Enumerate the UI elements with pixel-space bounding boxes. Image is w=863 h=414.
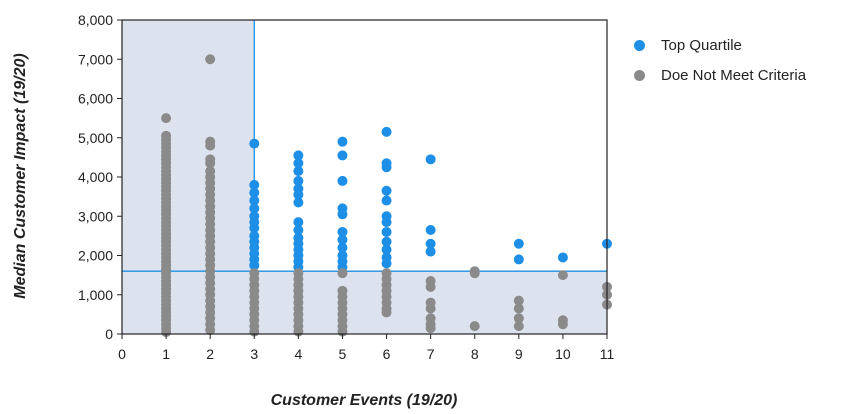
- y-axis-ticks: 0 1,000 2,000 3,000 4,000 5,000 6,000 7,000 8,00…: [78, 12, 122, 342]
- x-tick-label: 4: [294, 346, 302, 362]
- y-tick-label: 8,000: [78, 12, 113, 28]
- data-point-not-meet-criteria: [425, 281, 436, 292]
- data-point-top-quartile: [293, 175, 304, 186]
- data-point-top-quartile: [293, 150, 304, 161]
- data-point-not-meet-criteria: [337, 268, 348, 279]
- x-tick-label: 3: [250, 346, 258, 362]
- data-point-top-quartile: [381, 244, 392, 255]
- data-point-top-quartile: [337, 242, 348, 253]
- x-tick-label: 6: [383, 346, 391, 362]
- data-point-top-quartile: [337, 234, 348, 245]
- data-point-top-quartile: [293, 217, 304, 228]
- data-point-not-meet-criteria: [513, 321, 524, 332]
- data-point-top-quartile: [337, 175, 348, 186]
- data-point-top-quartile: [381, 195, 392, 206]
- data-point-top-quartile: [381, 236, 392, 247]
- data-point-not-meet-criteria: [557, 319, 568, 330]
- data-point-not-meet-criteria: [425, 303, 436, 314]
- data-point-not-meet-criteria: [513, 303, 524, 314]
- data-point-not-meet-criteria: [557, 270, 568, 281]
- y-tick-label: 3,000: [78, 208, 113, 224]
- data-point-top-quartile: [381, 162, 392, 173]
- data-point-top-quartile: [293, 189, 304, 200]
- data-point-top-quartile: [381, 217, 392, 228]
- data-point-not-meet-criteria: [469, 321, 480, 332]
- data-point-top-quartile: [381, 126, 392, 137]
- data-point-top-quartile: [337, 209, 348, 220]
- x-tick-label: 2: [206, 346, 214, 362]
- data-point-not-meet-criteria: [513, 295, 524, 306]
- x-tick-label: 9: [515, 346, 523, 362]
- legend-label: Top Quartile: [661, 36, 742, 54]
- data-point-top-quartile: [249, 195, 260, 206]
- legend-item-top-quartile: Top Quartile: [634, 30, 806, 60]
- data-point-top-quartile: [381, 185, 392, 196]
- data-point-top-quartile: [249, 187, 260, 198]
- legend-dot-icon: [634, 39, 645, 51]
- shaded-region-low-events: [122, 20, 255, 334]
- y-axis-title: Median Customer Impact (19/20): [12, 53, 29, 298]
- x-tick-label: 0: [118, 346, 126, 362]
- data-point-not-meet-criteria: [381, 307, 392, 318]
- y-tick-label: 5,000: [78, 130, 113, 146]
- legend-label: Doe Not Meet Criteria: [661, 66, 807, 84]
- data-point-not-meet-criteria: [161, 113, 172, 124]
- x-axis-title: Customer Events (19/20): [271, 392, 458, 409]
- x-tick-label: 8: [471, 346, 479, 362]
- x-tick-label: 1: [162, 346, 170, 362]
- data-point-top-quartile: [249, 179, 260, 190]
- y-tick-label: 2,000: [78, 248, 113, 264]
- data-point-top-quartile: [425, 238, 436, 249]
- data-point-top-quartile: [249, 260, 260, 271]
- chart-legend: Top Quartile Doe Not Meet Criteria: [634, 30, 806, 90]
- data-point-not-meet-criteria: [205, 140, 216, 151]
- data-point-not-meet-criteria: [205, 54, 216, 65]
- legend-dot-icon: [634, 69, 645, 81]
- x-tick-label: 10: [555, 346, 571, 362]
- x-tick-label: 7: [427, 346, 435, 362]
- data-point-not-meet-criteria: [205, 325, 216, 336]
- data-point-not-meet-criteria: [469, 268, 480, 279]
- data-point-top-quartile: [293, 197, 304, 208]
- data-point-top-quartile: [425, 246, 436, 257]
- data-point-top-quartile: [513, 238, 524, 249]
- data-point-top-quartile: [513, 254, 524, 265]
- data-point-top-quartile: [381, 258, 392, 269]
- y-tick-label: 7,000: [78, 51, 113, 67]
- data-point-top-quartile: [337, 150, 348, 161]
- data-point-top-quartile: [293, 166, 304, 177]
- data-point-top-quartile: [249, 223, 260, 234]
- data-point-not-meet-criteria: [205, 158, 216, 169]
- data-point-top-quartile: [337, 136, 348, 147]
- x-tick-label: 5: [339, 346, 347, 362]
- data-point-not-meet-criteria: [513, 313, 524, 324]
- data-point-top-quartile: [249, 203, 260, 214]
- y-tick-label: 1,000: [78, 287, 113, 303]
- y-tick-label: 4,000: [78, 169, 113, 185]
- data-points: [161, 54, 612, 338]
- criteria-shading: [122, 20, 608, 334]
- data-point-top-quartile: [249, 138, 260, 149]
- x-axis-ticks: 0 1 2 3 4 5 6 7 8 9 10 11: [118, 334, 614, 362]
- data-point-not-meet-criteria: [425, 323, 436, 334]
- data-point-top-quartile: [293, 158, 304, 169]
- data-point-top-quartile: [293, 224, 304, 235]
- data-point-top-quartile: [425, 224, 436, 235]
- data-point-top-quartile: [425, 154, 436, 165]
- legend-item-not-meet-criteria: Doe Not Meet Criteria: [634, 60, 806, 90]
- x-tick-label: 11: [600, 346, 615, 362]
- data-point-top-quartile: [557, 252, 568, 263]
- data-point-top-quartile: [337, 226, 348, 237]
- data-point-top-quartile: [381, 226, 392, 237]
- y-tick-label: 6,000: [78, 91, 113, 107]
- y-tick-label: 0: [105, 326, 113, 342]
